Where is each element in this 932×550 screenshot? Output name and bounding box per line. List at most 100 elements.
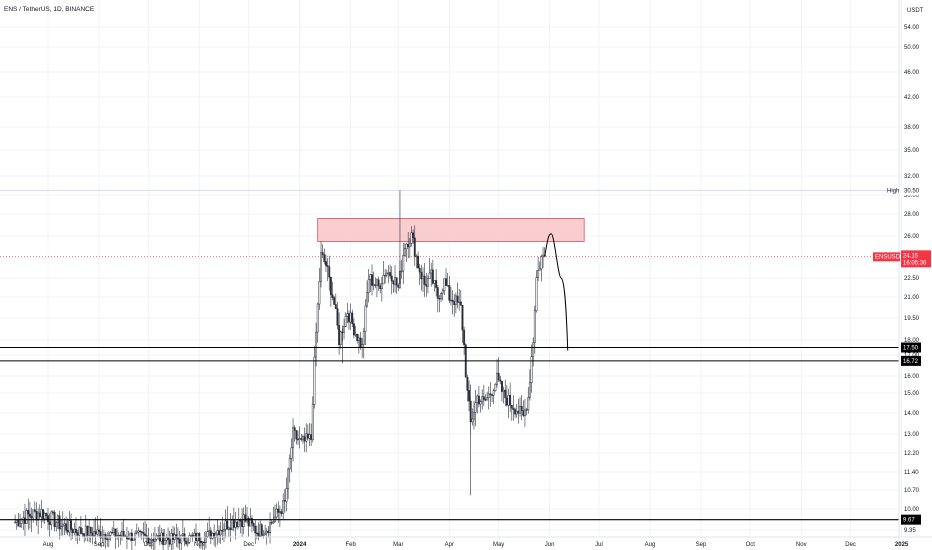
candle-body — [339, 331, 342, 345]
candle-body — [32, 509, 35, 519]
candle-body — [311, 404, 314, 440]
resistance-zone-rect[interactable] — [317, 218, 585, 242]
candle-body — [55, 522, 58, 528]
x-tick-label: Nov — [194, 542, 205, 548]
projection-curve[interactable] — [544, 233, 569, 351]
candle-body — [14, 521, 17, 524]
candle-body — [244, 514, 247, 522]
candle-body — [413, 237, 416, 257]
candle-body — [140, 531, 143, 533]
candle-body — [535, 277, 538, 311]
candle-body — [193, 532, 196, 537]
candle-body — [132, 538, 135, 541]
candle-body — [91, 532, 94, 537]
candle-body — [231, 519, 234, 530]
candle-body — [167, 537, 170, 541]
candle-body — [267, 530, 270, 534]
candle-body — [297, 438, 299, 441]
candle-body — [96, 529, 99, 535]
projection-path[interactable] — [544, 233, 569, 351]
candle-body — [385, 273, 388, 276]
candle-body — [24, 517, 26, 524]
candle-body — [476, 395, 479, 403]
candle-body — [384, 274, 387, 277]
x-tick-label: Aug — [645, 542, 656, 548]
candle-body — [176, 537, 179, 540]
candle-body — [75, 528, 77, 533]
y-tick-label: 13.00 — [904, 432, 920, 438]
horizontal-levels[interactable] — [0, 346, 899, 521]
candle-body — [191, 535, 194, 537]
candle-body — [412, 232, 415, 239]
y-tick-label: 19.50 — [904, 316, 920, 322]
y-tick-label: 32.00 — [904, 174, 920, 180]
candle-body — [211, 532, 214, 539]
candle-body — [538, 268, 541, 271]
candle-body — [285, 488, 288, 502]
candle-body — [431, 269, 434, 284]
candle-body — [283, 500, 286, 502]
candle-body — [344, 316, 347, 327]
y-tick-label: 10.00 — [904, 507, 920, 513]
candle-body — [542, 254, 545, 258]
price-axis[interactable]: 54.00 50.00 46.00 42.00 38.00 35.00 32.00 30.00… — [904, 25, 920, 534]
candle-body — [188, 535, 191, 543]
candle-body — [474, 402, 477, 413]
candle-body — [50, 511, 53, 526]
candle-body — [318, 281, 321, 305]
candle-body — [88, 526, 91, 536]
candle-body — [295, 430, 298, 440]
candle-body — [257, 532, 260, 537]
candle-body — [186, 541, 189, 545]
level-tag-3: 9.67 — [903, 518, 915, 524]
level-tag-1: 17.50 — [903, 346, 919, 352]
x-tick-label: Oct — [746, 542, 756, 548]
countdown-value: 16:05:36 — [903, 260, 927, 266]
candle-body — [226, 520, 229, 530]
candle-body — [239, 519, 242, 522]
candle-body — [466, 376, 469, 391]
high-tag-bg — [901, 185, 925, 196]
candle-body — [456, 295, 459, 303]
candle-body — [443, 278, 446, 291]
candle-body — [407, 243, 410, 248]
candle-body — [223, 528, 225, 532]
candle-body — [15, 519, 18, 523]
candle-body — [397, 285, 400, 288]
candle-body — [58, 515, 61, 530]
candle-body — [229, 527, 232, 530]
candle-body — [351, 312, 354, 324]
candle-body — [425, 284, 428, 287]
candle-body — [98, 529, 100, 532]
candle-body — [270, 522, 273, 524]
candle-body — [489, 393, 492, 395]
candle-body — [306, 433, 309, 439]
candle-body — [532, 342, 535, 357]
y-tick-label: 42.00 — [904, 95, 920, 101]
candle-body — [445, 278, 447, 286]
resistance-zone[interactable] — [317, 218, 585, 242]
candle-body — [255, 532, 258, 535]
candle-body — [178, 538, 181, 544]
candle-body — [232, 519, 235, 528]
candle-body — [499, 379, 502, 382]
candle-body — [93, 531, 96, 537]
candle-body — [290, 447, 293, 459]
time-axis[interactable]: Aug Sep Oct Nov Dec 2024 Feb Mar Apr May Jun Jul Aug… — [43, 542, 909, 548]
candle-body — [473, 411, 475, 420]
candle-body — [163, 540, 166, 545]
candle-body — [446, 285, 449, 287]
candle-body — [206, 531, 209, 537]
candle-body — [326, 265, 329, 267]
candle-body — [70, 520, 72, 530]
x-tick-label: Dec — [243, 542, 254, 548]
candle-body — [221, 530, 224, 532]
candle-body — [61, 524, 64, 527]
candle-body — [216, 530, 219, 535]
candle-body — [219, 530, 222, 536]
candle-body — [477, 395, 480, 405]
candle-body — [408, 243, 411, 248]
candle-body — [236, 521, 239, 527]
